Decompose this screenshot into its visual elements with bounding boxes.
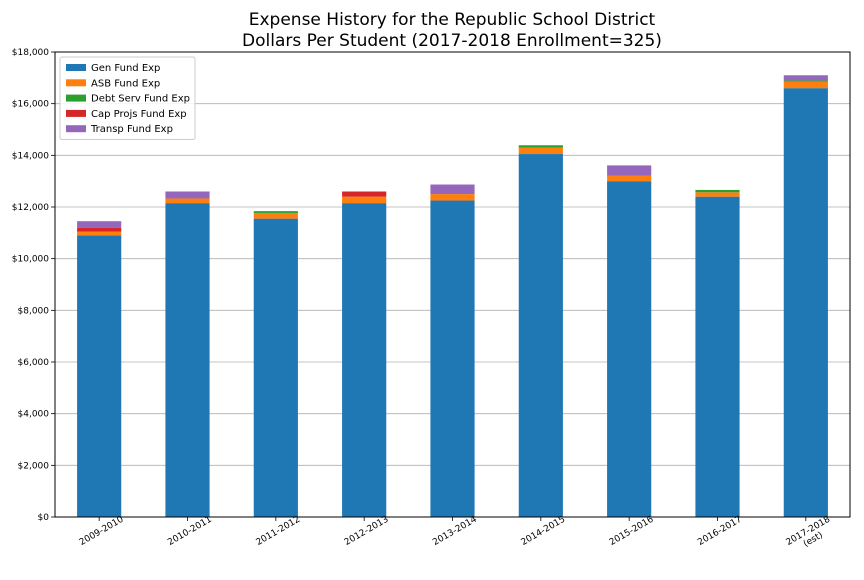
x-tick-label-group: 2010-2011 [166,515,213,548]
x-tick-label: 2013-2014 [431,515,479,548]
bar-segment [783,80,828,82]
bar-segment [518,154,563,517]
x-tick-label-group: 2009-2010 [78,515,126,548]
x-tick-label-group: 2015-2016 [608,515,656,548]
x-tick-label-group: 2013-2014 [431,515,479,548]
bar-segment [165,203,210,517]
chart-title: Expense History for the Republic School … [249,10,656,30]
bar-segment [695,196,740,517]
y-axis: $0 $2,000 $4,000 $6,000 $8,000 $10,000 $12,000… [12,48,55,523]
bar-segment [430,194,475,201]
legend-swatch [66,79,86,87]
x-tick-label: 2014-2015 [520,515,567,548]
legend-label: Cap Projs Fund Exp [91,109,187,120]
bar-segment [695,189,740,193]
y-tick-label: $2,000 [18,461,50,471]
bar-segment [607,181,652,517]
y-tick-label: $8,000 [18,306,50,316]
bar-segment [783,75,828,81]
x-tick-label: 2016-2017 [696,515,743,548]
x-tick-label: 2009-2010 [78,515,126,548]
y-tick-label: $14,000 [12,151,49,161]
legend-label: ASB Fund Exp [91,78,160,89]
x-tick-label: 2011-2012 [255,515,302,548]
legend-swatch [66,109,86,117]
x-tick-label: 2010-2011 [166,515,213,548]
bar-segment [77,221,122,228]
legend-box [59,56,196,140]
legend-swatch [66,64,86,71]
legend-swatch [66,94,86,102]
y-tick-label: $10,000 [12,255,49,265]
bar-segment [253,211,298,213]
y-tick-label: $16,000 [12,100,49,110]
bar-segment [430,200,475,517]
bar-segment [430,184,475,195]
bar-segment [342,203,387,517]
legend-swatch [66,125,86,133]
bar-segment [165,198,210,204]
x-tick-label: 2015-2016 [608,515,656,548]
legend: Gen Fund Exp ASB Fund Exp Debt Serv Fund E… [59,56,196,140]
legend-label: Debt Serv Fund Exp [91,94,190,105]
bar-segment [77,231,122,236]
y-tick-label: $0 [38,513,50,523]
y-tick-label: $12,000 [12,203,49,213]
x-axis: 2009-2010 2010-2011 2011-2012 2012-2013 2013… [78,515,833,550]
chart-subtitle: Dollars Per Student (2017-2018 Enrollmen… [242,31,662,51]
x-tick-label: 2012-2013 [343,515,390,548]
legend-label: Transp Fund Exp [90,124,173,135]
y-tick-label: $18,000 [12,48,49,58]
bar-segment [342,196,387,204]
bar-segment [783,88,828,518]
bars [77,75,828,518]
legend-label: Gen Fund Exp [91,63,160,74]
bar-segment [165,191,210,199]
x-tick-label-group: 2017-2018(est) [785,515,833,550]
bar-segment [342,191,387,197]
bar-segment [518,147,563,155]
x-tick-label-group: 2011-2012 [255,515,302,548]
x-tick-label-group: 2016-2017 [696,515,743,548]
x-tick-label-group: 2014-2015 [520,515,567,548]
x-tick-label-group: 2012-2013 [343,515,390,548]
y-tick-label: $6,000 [18,358,50,368]
bar-segment [253,212,298,219]
bar-segment [518,145,563,148]
bar-segment [783,81,828,89]
bar-segment [253,218,298,517]
bar-segment [607,165,652,176]
bar-segment [695,192,740,197]
bar-segment [607,175,652,182]
y-tick-label: $4,000 [18,410,50,420]
bar-segment [77,227,122,232]
bar-segment [77,235,122,517]
